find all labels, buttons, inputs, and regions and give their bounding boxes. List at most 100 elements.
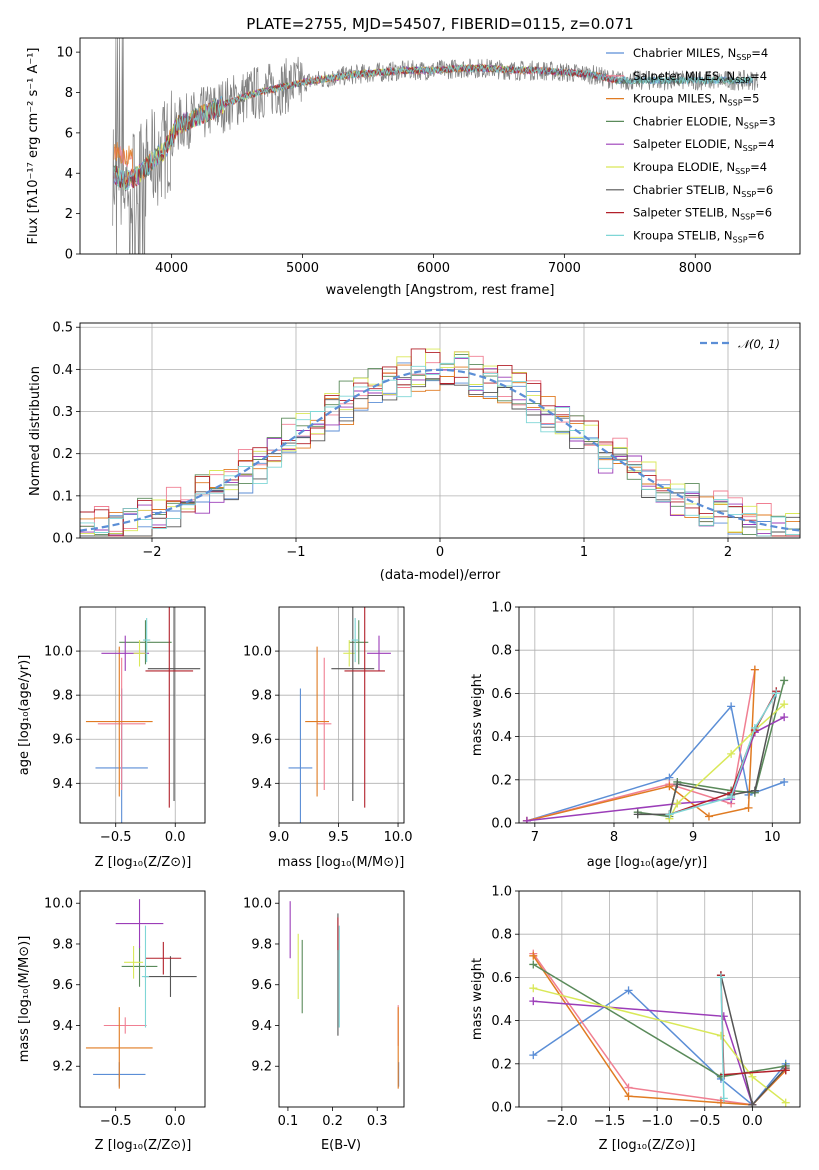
x-tick-label: 0.0 [742, 1114, 763, 1129]
errorbar-point-5 [115, 899, 164, 949]
errorbar-point-4 [349, 620, 369, 665]
legend-normal-label: 𝒩(0, 1) [738, 337, 780, 351]
x-tick-label: 8000 [679, 261, 712, 276]
axes-frame [79, 37, 801, 255]
plot-area [519, 891, 800, 1107]
x-tick-label: −0.5 [100, 830, 132, 845]
x-tick-label: −0.5 [100, 1114, 132, 1129]
legend-entry-1: Chabrier MILES, NSSP=4 [633, 46, 768, 62]
residuals-ylabel: Normed distribution [28, 366, 43, 496]
y-tick-label: 9.2 [251, 1060, 272, 1075]
x-tick-label: 7 [531, 830, 539, 845]
x-tick-label: 2 [724, 545, 732, 560]
plus-marker [665, 782, 674, 791]
x-tick-label: 9.0 [269, 830, 290, 845]
plus-marker [704, 812, 713, 821]
axes-frame [79, 890, 206, 1108]
y-tick-label: 0.0 [52, 532, 73, 547]
plus-marker [529, 951, 538, 960]
plus-marker [529, 1051, 538, 1060]
plus-marker [624, 1092, 633, 1101]
errorbar-point-6 [133, 640, 146, 667]
y-tick-label: 9.8 [52, 937, 73, 952]
plot-area [80, 607, 205, 823]
y-tick-label: 2 [65, 207, 73, 222]
spectrum-model-line-6 [113, 63, 539, 191]
x-tick-label: 4000 [155, 261, 188, 276]
y-tick-label: 0.4 [491, 1014, 512, 1029]
y-tick-label: 0.6 [491, 971, 512, 986]
weight-vs-age-panel: age [log₁₀(age/yr)] mass weight 7 8 9 10 0.0… [470, 601, 801, 870]
mass-vs-ebv-panel: E(B-V) 0.1 0.2 0.3 9.2 9.4 9.6 9.8 10.0 [243, 890, 405, 1153]
errorbar-point-3 [305, 646, 329, 797]
errorbar-point-4 [119, 620, 172, 665]
legend-value: =4 [751, 46, 768, 60]
mass-vs-z-xlabel: Z [log₁₀(Z/Z⊙)] [95, 1138, 192, 1153]
errorbar-point-1 [288, 688, 313, 823]
x-tick-label: 7000 [548, 261, 581, 276]
x-tick-label: 9 [689, 830, 697, 845]
y-tick-label: 9.2 [52, 1060, 73, 1075]
x-tick-label: −0.5 [689, 1114, 721, 1129]
y-tick-label: 10.0 [44, 897, 73, 912]
errorbar-point-8 [344, 607, 385, 808]
legend-entry-6: Kroupa ELODIE, NSSP=4 [633, 160, 767, 176]
plus-marker [529, 984, 538, 993]
x-tick-label: 1 [580, 545, 588, 560]
plus-marker [673, 780, 682, 789]
plus-marker [529, 960, 538, 969]
plus-marker [719, 1094, 728, 1103]
errorbar-point-7 [147, 607, 201, 801]
y-tick-label: 9.6 [52, 733, 73, 748]
x-tick-label: 0.2 [322, 1114, 343, 1129]
plot-area [112, 38, 759, 254]
plus-marker [673, 799, 682, 808]
legend-subscript: SSP [740, 213, 755, 222]
errorbar-point-7 [144, 956, 197, 997]
x-tick-label: 5000 [286, 261, 319, 276]
legend-value: =5 [743, 92, 760, 106]
plus-marker [727, 702, 736, 711]
plus-marker [780, 713, 789, 722]
legend-subscript: SSP [741, 190, 756, 199]
weight-series-6 [533, 987, 787, 1104]
plus-marker [750, 786, 759, 795]
weight-series-9 [669, 693, 777, 816]
x-tick-label: 6000 [417, 261, 450, 276]
y-tick-label: 9.8 [251, 689, 272, 704]
y-tick-label: 0.4 [491, 730, 512, 745]
legend-value: =3 [759, 114, 776, 128]
plot-area [289, 901, 400, 1089]
y-tick-label: 0.0 [491, 817, 512, 832]
y-tick-label: 8 [65, 86, 73, 101]
mass-vs-ebv-xlabel: E(B-V) [321, 1138, 361, 1153]
y-tick-label: 9.6 [52, 978, 73, 993]
plus-marker [781, 1098, 790, 1107]
plus-marker [781, 1066, 790, 1075]
legend-value: =4 [750, 69, 767, 83]
y-tick-label: 4 [65, 167, 73, 182]
y-tick-label: 1.0 [491, 885, 512, 900]
spectrum-title: PLATE=2755, MJD=54507, FIBERID=0115, z=0… [246, 15, 633, 33]
weight-vs-age-ylabel: mass weight [470, 674, 485, 756]
y-tick-label: 9.6 [251, 978, 272, 993]
x-tick-label: 0 [436, 545, 444, 560]
x-tick-label: 10.0 [384, 830, 413, 845]
y-tick-label: 6 [65, 126, 73, 141]
age-vs-mass-xlabel: mass [log₁₀(M/M⊙)] [278, 855, 405, 870]
x-tick-label: −1.5 [594, 1114, 626, 1129]
weight-series-9 [720, 977, 725, 1099]
weight-series-7 [637, 693, 778, 816]
x-tick-label: 8 [610, 830, 618, 845]
age-vs-z-ylabel: age [log₁₀(age/yr)] [17, 655, 32, 776]
age-vs-z-xlabel: Z [log₁₀(Z/Z⊙)] [95, 855, 192, 870]
legend-subscript: SSP [735, 76, 750, 85]
age-vs-z-panel: Z [log₁₀(Z/Z⊙)] age [log₁₀(age/yr)] −0.5… [17, 606, 206, 870]
y-tick-label: 9.4 [52, 777, 73, 792]
plus-marker [727, 749, 736, 758]
plus-marker [633, 810, 642, 819]
y-tick-label: 0.0 [491, 1101, 512, 1116]
normal-curve [80, 368, 800, 532]
y-tick-label: 0.8 [491, 928, 512, 943]
plus-marker [624, 986, 633, 995]
